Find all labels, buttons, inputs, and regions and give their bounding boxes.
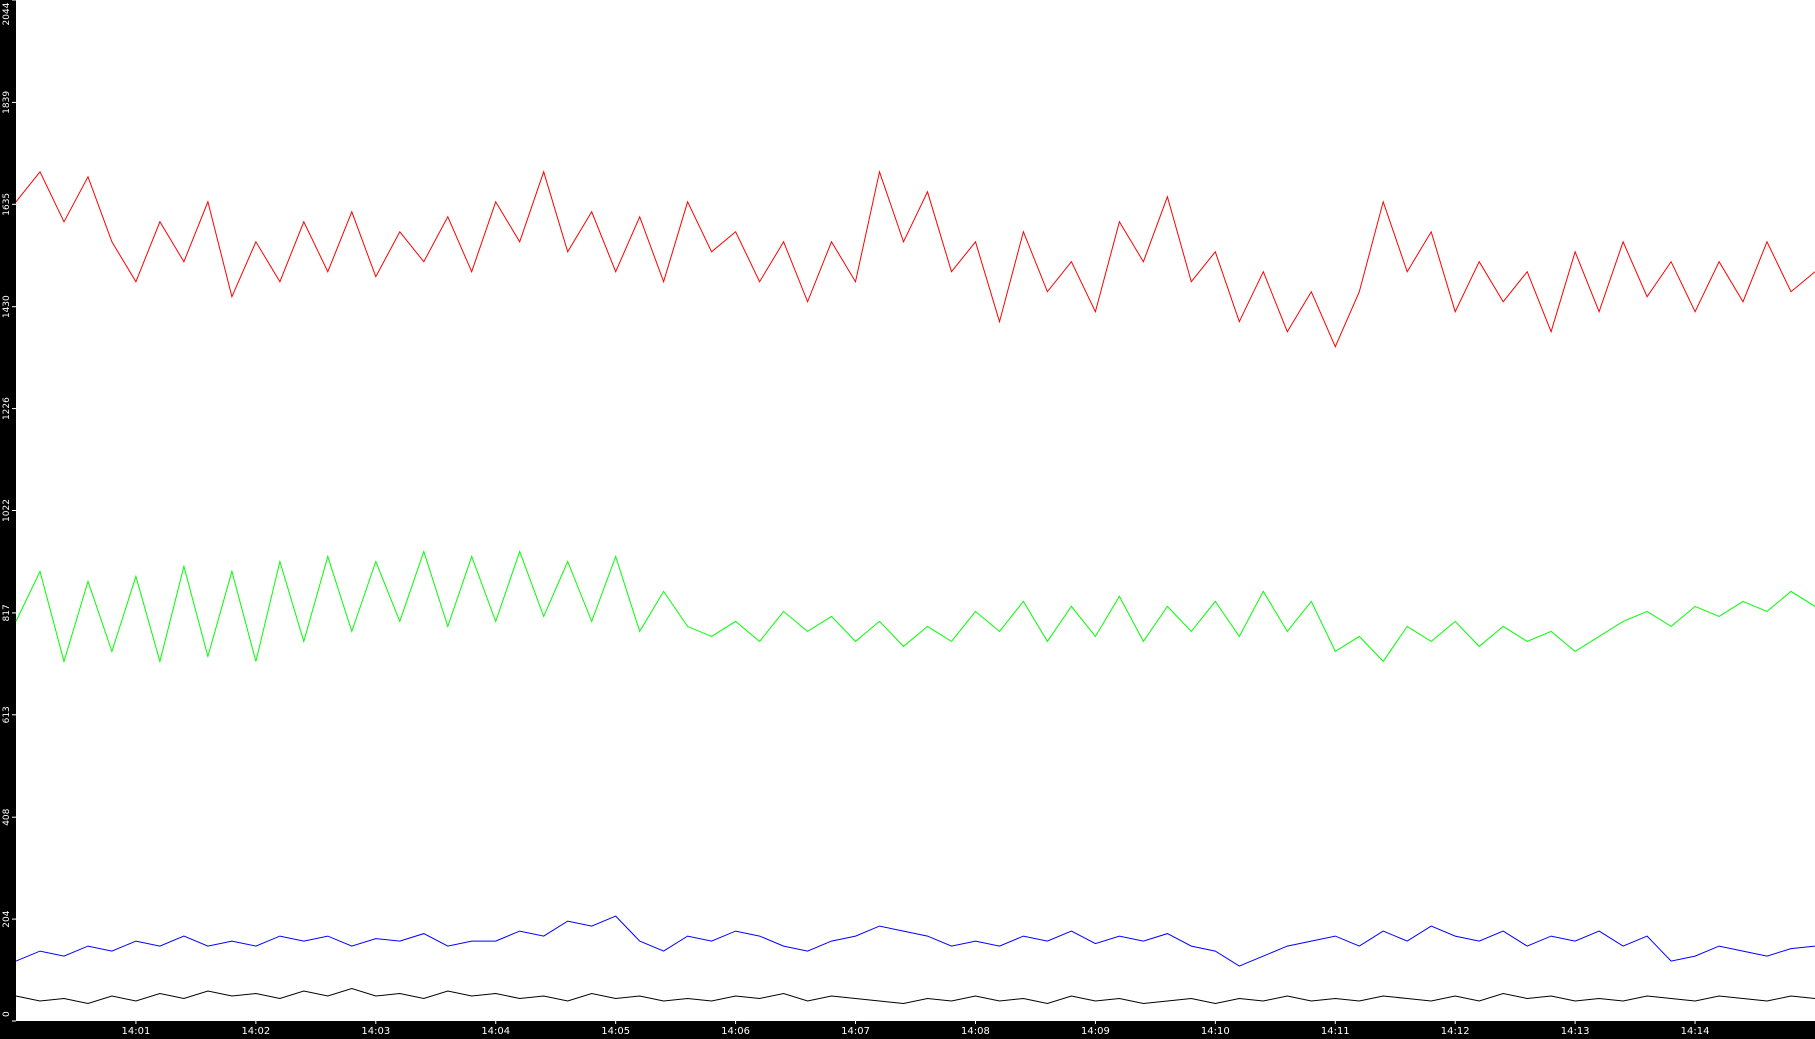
series-line: [15, 169, 1815, 348]
y-tick-label: 204: [2, 910, 12, 927]
x-tick-label: 14:08: [961, 1026, 990, 1037]
series-line: [15, 915, 1815, 967]
x-tick-label: 14:10: [1201, 1026, 1230, 1037]
y-tick-label: 1226: [2, 397, 12, 420]
x-tick-label: 14:04: [481, 1026, 510, 1037]
y-tick-label: 2044: [2, 2, 12, 25]
y-tick-label: 817: [2, 604, 12, 621]
y-axis-strip: [0, 0, 16, 1039]
y-tick-label: 613: [2, 706, 12, 723]
y-tick-label: 1839: [2, 91, 12, 114]
x-tick-label: 14:01: [122, 1026, 151, 1037]
x-tick-label: 14:02: [241, 1026, 270, 1037]
x-tick-label: 14:05: [601, 1026, 630, 1037]
series-line: [15, 549, 1815, 664]
y-tick-label: 1430: [2, 295, 12, 318]
x-tick-label: 14:06: [721, 1026, 750, 1037]
x-tick-label: 14:14: [1681, 1026, 1710, 1037]
x-axis-strip: [0, 1021, 1815, 1039]
x-tick-label: 14:09: [1081, 1026, 1110, 1037]
x-tick-label: 14:07: [841, 1026, 870, 1037]
y-tick-label: 408: [2, 808, 12, 825]
y-tick-label: 1635: [2, 193, 12, 216]
x-tick-label: 14:03: [361, 1026, 390, 1037]
y-tick-label: 1022: [2, 499, 12, 522]
x-tick-label: 14:13: [1561, 1026, 1590, 1037]
x-tick-label: 14:11: [1321, 1026, 1350, 1037]
y-tick-label: 0: [2, 1011, 12, 1017]
series-line: [15, 987, 1815, 1005]
x-tick-label: 14:12: [1441, 1026, 1470, 1037]
